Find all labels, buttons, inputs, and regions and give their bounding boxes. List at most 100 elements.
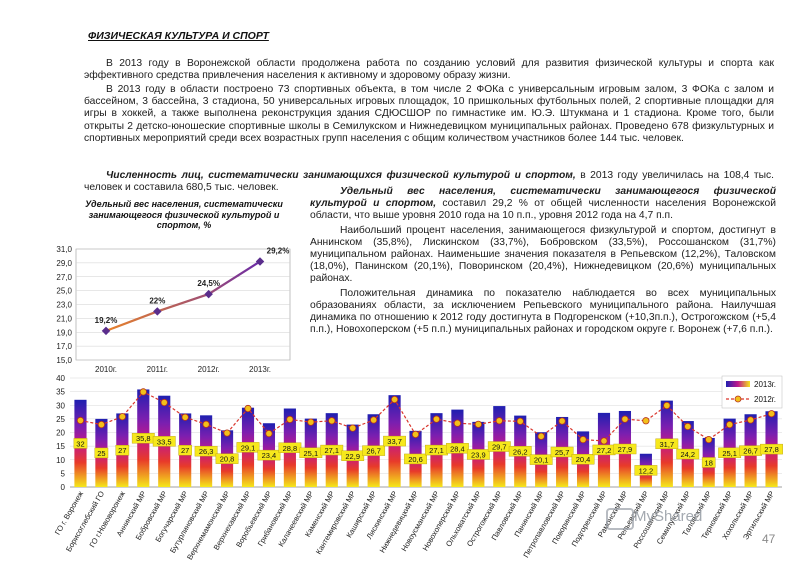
bar-data-label: 28,4 (450, 444, 465, 453)
page-number: 47 (762, 532, 776, 546)
paragraph-share-rest: составил 29,2 % от общей численности нас… (310, 198, 776, 222)
series-2012-point (453, 419, 462, 427)
bar-label-box (73, 438, 88, 449)
paragraph-people-count: Численность лиц, систематически занимающ… (84, 170, 774, 194)
paragraph-highest: Наибольший процент населения, занимающег… (310, 224, 776, 285)
series-2012-point (181, 413, 189, 421)
bar-data-label: 18 (705, 458, 713, 467)
bar-label-box (634, 465, 658, 476)
series-2012-point (767, 410, 776, 418)
bar-data-label: 26,7 (743, 447, 758, 456)
paragraph-share: Удельный вес населения, систематически з… (310, 186, 776, 223)
bar-label-box (152, 436, 176, 447)
series-2012-point (705, 435, 713, 444)
line-point (153, 307, 162, 316)
bar-data-label: 29,1 (241, 443, 256, 452)
line-ytick-label: 17,0 (56, 342, 72, 351)
line-data-label: 24,5% (197, 279, 220, 288)
series-2012-point (160, 398, 168, 407)
bar-label-box (383, 435, 406, 447)
line-ytick-label: 19,0 (56, 328, 72, 337)
line-xtick-label: 2010г. (95, 365, 117, 374)
watermark-logo-icon (606, 508, 634, 530)
series-2012-point (76, 416, 85, 425)
bar-label-box (178, 445, 192, 456)
right-text-column: Удельный вес населения, систематически з… (310, 186, 776, 338)
bar-ytick-label: 35 (56, 388, 65, 397)
series-2012-point (328, 417, 336, 425)
series-2012-point (537, 432, 545, 440)
series-2012-point (265, 429, 273, 438)
bar-label-box (320, 444, 344, 456)
series-2012-point (621, 415, 629, 423)
bar-label-box (236, 442, 260, 453)
bar-data-label: 20,1 (534, 456, 549, 465)
bar-label-box (362, 445, 386, 456)
line-ytick-label: 25,0 (56, 287, 72, 296)
series-2012-point (349, 424, 357, 432)
bar-data-label: 23,4 (262, 451, 277, 460)
line-xtick-label: 2011г. (147, 365, 168, 374)
bar-data-label: 27,9 (618, 445, 633, 454)
series-2012-point (474, 420, 482, 428)
bar-label-box (760, 443, 783, 455)
line-ytick-label: 21,0 (56, 314, 72, 323)
bar-label-box (655, 438, 679, 450)
series-2012-point (432, 415, 441, 423)
series-2012-point (495, 417, 503, 425)
line-xtick-label: 2012г. (198, 365, 220, 374)
series-2012-point (286, 415, 294, 424)
bar-ytick-label: 15 (56, 442, 65, 451)
series-2012-point (684, 422, 692, 431)
line-ytick-label: 29,0 (56, 259, 72, 268)
bar-label-box (94, 447, 109, 459)
bar-label-box (115, 445, 130, 456)
page-heading: ФИЗИЧЕСКАЯ КУЛЬТУРА И СПОРТ (88, 30, 269, 42)
bar-label-box (701, 457, 716, 468)
line-point (255, 257, 265, 266)
paragraph-intro: В 2013 году в Воронежской области продол… (84, 58, 774, 82)
bar-label-box (613, 443, 637, 455)
series-2012-point (726, 420, 734, 429)
series-2012-point (663, 401, 671, 410)
series-2012-point (411, 430, 420, 439)
series-2012-point (746, 416, 755, 424)
series-2012-point (139, 388, 147, 396)
bar-label-box (571, 454, 595, 465)
series-2012-point (307, 418, 315, 426)
series-2012-point (516, 417, 524, 425)
bar-data-label: 23,9 (471, 450, 486, 459)
bar-data-label: 27 (118, 446, 126, 455)
bar-data-label: 33,5 (157, 437, 172, 446)
paragraph-people-count-rest: в 2013 году увеличилась на 108,4 тыс. че… (84, 170, 774, 194)
bar-data-label: 25,7 (555, 448, 570, 457)
line-ytick-label: 15,0 (56, 356, 72, 365)
bar-label-box (404, 453, 427, 465)
bar-label-box (508, 446, 532, 457)
line-chart: 15,0 17,0 19,0 21,0 23,0 25,0 27,0 29,0 31,0 2010… (56, 245, 291, 374)
line-xtick-label: 2013г. (249, 365, 271, 374)
bar-data-label: 25,1 (722, 449, 737, 458)
bar-data-label: 27,8 (764, 445, 779, 454)
paragraph-share-bold: Удельный вес населения, систематически з… (310, 186, 776, 210)
bar-ytick-label: 0 (61, 483, 66, 492)
bar-label-box (529, 454, 553, 465)
bar-label-box (550, 446, 574, 458)
bar-data-label: 22,9 (345, 452, 360, 461)
line-data-label: 22% (149, 296, 165, 305)
bar-data-label: 35,8 (136, 434, 151, 443)
bar-data-label: 26,7 (366, 447, 381, 456)
paragraph-objects: В 2013 году в области построено 73 спорт… (84, 84, 774, 144)
bar-data-label: 32 (76, 439, 84, 448)
series-2012-point (600, 437, 608, 445)
series-2012-point (390, 395, 399, 404)
series-2012-point (579, 435, 587, 444)
bar-data-label: 27,1 (429, 446, 444, 455)
line-point (101, 326, 111, 336)
paragraph-dynamics: Положительная динамика по показателю наб… (310, 287, 776, 336)
legend-swatch-2012-marker (734, 395, 742, 403)
bar-label-box (676, 448, 700, 460)
line-point (204, 289, 213, 299)
